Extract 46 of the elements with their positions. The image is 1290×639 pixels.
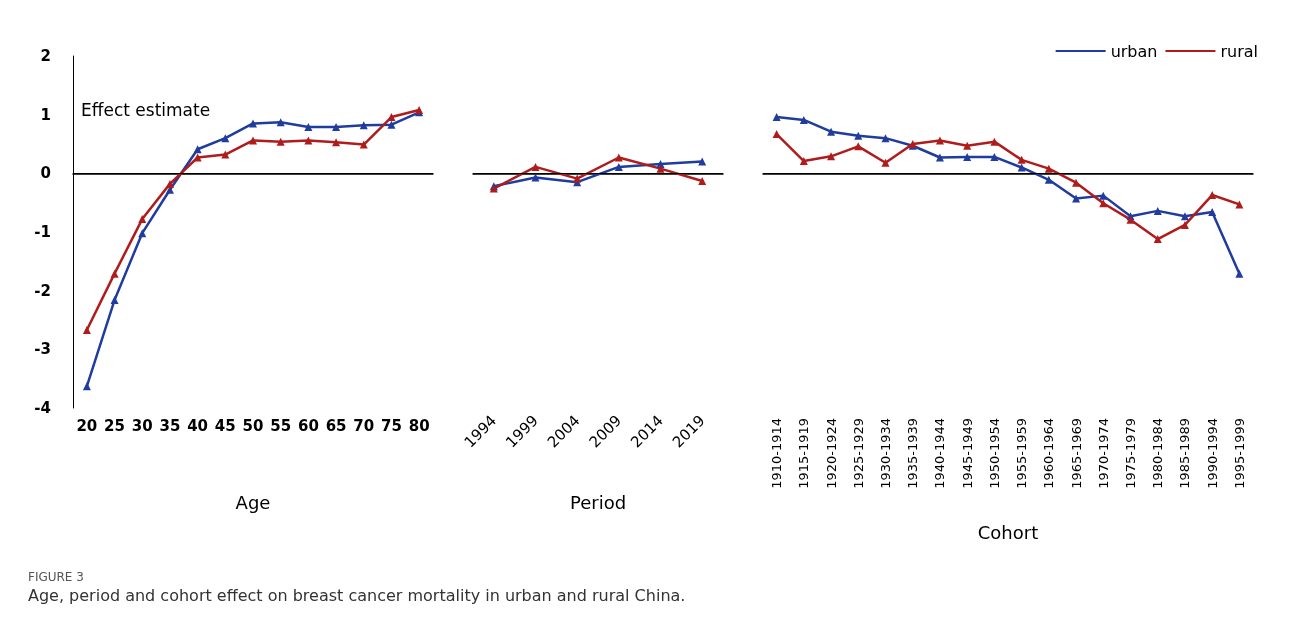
x-tick-label: 60	[297, 416, 319, 435]
x-tick-label: 1965-1969	[1068, 418, 1084, 489]
text: Age, period and cohort effect on breast cancer mortality in urban and rural China.	[28, 586, 687, 605]
x-tick-label: 1985-1989	[1177, 418, 1193, 489]
x-tick-label: 1915-1919	[796, 418, 812, 489]
y-axis-title: Effect estimate	[81, 100, 211, 120]
x-tick-label: 1920-1924	[823, 418, 839, 489]
x-axis-title: Age	[235, 491, 271, 513]
x-tick-label: 1930-1934	[878, 418, 893, 489]
x-tick-label: 1945-1949	[959, 418, 975, 489]
x-tick-label: 50	[242, 416, 264, 435]
caption: FIGURE 3	[28, 570, 85, 584]
x-tick-label: 45	[214, 416, 236, 435]
x-tick-label: 1950-1954	[986, 418, 1002, 489]
x-tick-label: 1935-1939	[905, 418, 921, 489]
x-tick-label: 1960-1964	[1041, 418, 1057, 489]
x-tick-label: 1980-1984	[1150, 418, 1166, 489]
x-tick-label: 75	[381, 416, 402, 435]
y-tick-label: -4	[34, 399, 51, 417]
x-tick-label: 1925-1929	[850, 418, 866, 489]
legend-label: urban	[1110, 41, 1158, 61]
legend-label: rural	[1220, 41, 1258, 61]
x-axis-title: Period	[569, 491, 627, 513]
x-tick-label: 65	[325, 416, 347, 435]
x-tick-label: 35	[159, 416, 181, 435]
x-tick-label: 1990-1994	[1204, 418, 1220, 489]
x-tick-label: 20	[76, 416, 98, 435]
y-tick-label: -2	[34, 281, 51, 300]
x-tick-label: 1995-1999	[1231, 418, 1247, 489]
x-tick-label: 80	[408, 416, 430, 435]
y-tick-label: 1	[40, 105, 51, 124]
x-tick-label: 1970-1974	[1095, 418, 1111, 489]
y-tick-label: -1	[34, 223, 51, 241]
y-tick-label: 2	[40, 47, 51, 65]
x-tick-label: 25	[104, 416, 125, 435]
y-tick-label: -3	[34, 340, 51, 359]
x-tick-label: 1940-1944	[932, 418, 948, 489]
x-tick-label: 70	[353, 416, 375, 435]
x-tick-label: 1910-1914	[769, 418, 785, 489]
x-tick-label: 30	[131, 416, 153, 435]
x-axis-title: Cohort	[977, 521, 1039, 543]
x-tick-label: 1975-1979	[1123, 418, 1138, 489]
x-tick-label: 1955-1959	[1014, 418, 1030, 489]
x-tick-label: 55	[270, 416, 292, 435]
x-tick-label: 40	[187, 416, 209, 435]
y-tick-label: 0	[40, 164, 51, 183]
